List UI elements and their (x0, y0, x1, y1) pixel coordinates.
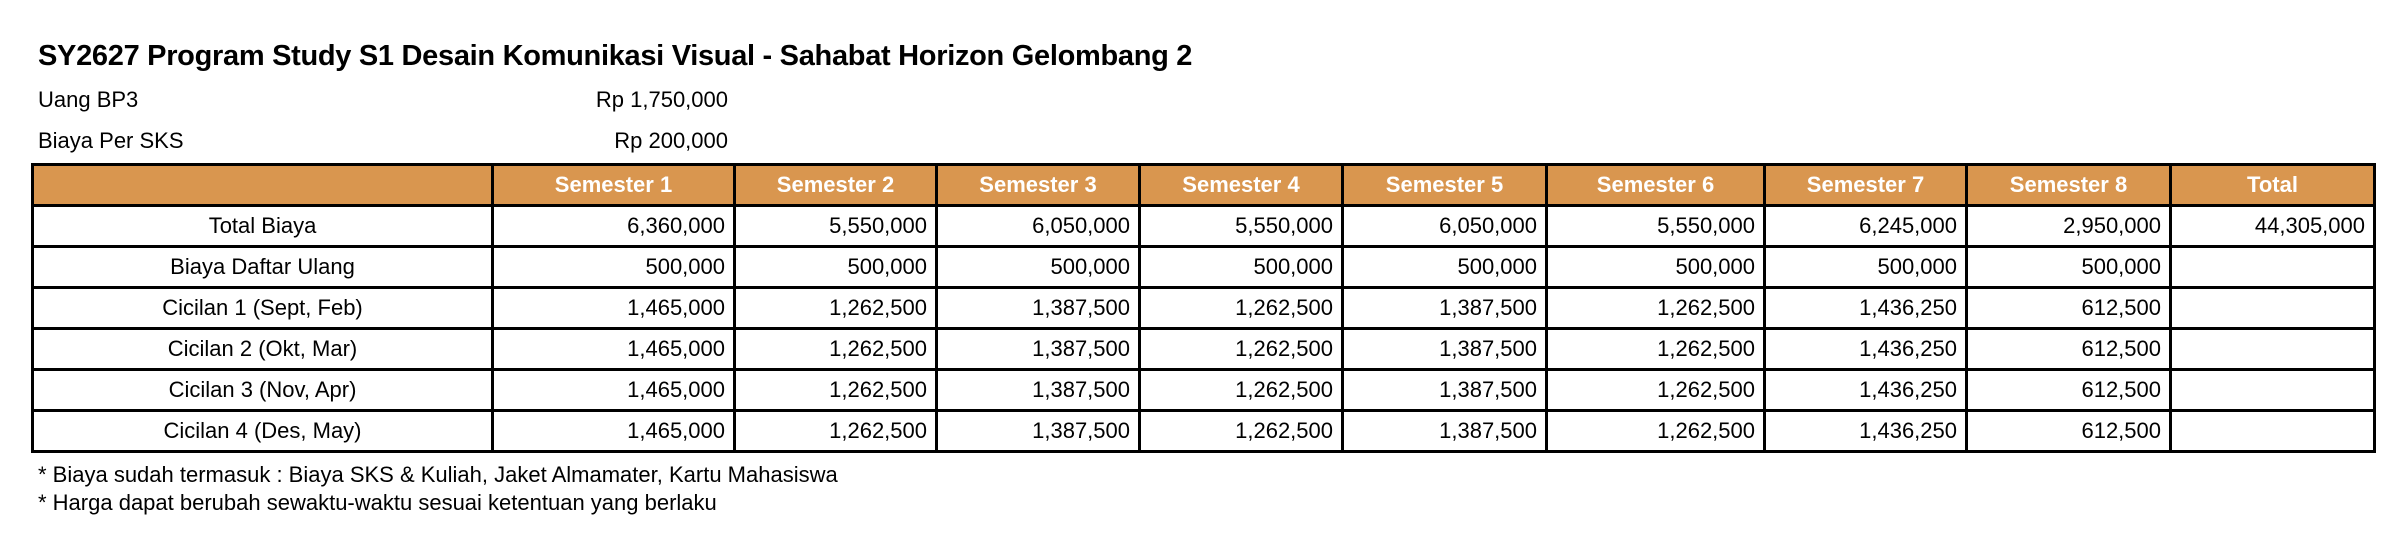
info-value: Rp 1,750,000 (595, 87, 728, 112)
table-cell: 1,387,500 (935, 286, 1141, 330)
table-row: Cicilan 3 (Nov, Apr) 1,465,000 1,262,500 1,… (31, 368, 2376, 412)
table-cell: 1,262,500 (1138, 327, 1344, 371)
info-label: Biaya Per SKS (38, 128, 184, 153)
table-cell: 1,436,250 (1763, 368, 1968, 412)
table-cell: 500,000 (491, 245, 736, 289)
table-cell: 44,305,000 (2169, 204, 2376, 248)
column-header: Semester 8 (1965, 163, 2172, 207)
column-header: Semester 4 (1138, 163, 1344, 207)
table-cell: 1,465,000 (491, 409, 736, 453)
table-cell: 1,262,500 (1545, 327, 1766, 371)
table-cell: 612,500 (1965, 286, 2172, 330)
table-cell: 5,550,000 (1545, 204, 1766, 248)
table-cell: 500,000 (1763, 245, 1968, 289)
table-cell: 1,262,500 (1138, 409, 1344, 453)
table-cell: 5,550,000 (1138, 204, 1344, 248)
table-cell: 1,387,500 (1341, 327, 1548, 371)
table-cell (2169, 409, 2376, 453)
table-cell: 1,262,500 (1545, 409, 1766, 453)
row-label: Total Biaya (31, 204, 494, 248)
table-cell: 1,262,500 (1138, 368, 1344, 412)
fee-table: Semester 1 Semester 2 Semester 3 Semester 4… (31, 163, 2376, 453)
table-cell: 5,550,000 (733, 204, 938, 248)
table-cell: 1,262,500 (733, 409, 938, 453)
table-cell: 500,000 (1545, 245, 1766, 289)
note: * Harga dapat berubah sewaktu-waktu sesu… (38, 490, 717, 515)
table-cell: 1,262,500 (733, 368, 938, 412)
column-header: Semester 5 (1341, 163, 1548, 207)
row-label: Cicilan 4 (Des, May) (31, 409, 494, 453)
info-row-bp3: Uang BP3 Rp 1,750,000 (38, 87, 728, 113)
table-cell: 500,000 (935, 245, 1141, 289)
table-cell: 6,360,000 (491, 204, 736, 248)
info-row-sks: Biaya Per SKS Rp 200,000 (38, 128, 728, 154)
table-cell: 1,465,000 (491, 286, 736, 330)
row-label: Biaya Daftar Ulang (31, 245, 494, 289)
table-cell: 2,950,000 (1965, 204, 2172, 248)
table-cell: 1,387,500 (935, 368, 1141, 412)
table-cell: 500,000 (1138, 245, 1344, 289)
table-row: Cicilan 2 (Okt, Mar) 1,465,000 1,262,500 1,… (31, 327, 2376, 371)
table-cell (2169, 245, 2376, 289)
table-cell: 612,500 (1965, 409, 2172, 453)
table-cell: 1,465,000 (491, 327, 736, 371)
column-header: Semester 1 (491, 163, 736, 207)
note: * Biaya sudah termasuk : Biaya SKS & Kul… (38, 462, 838, 487)
table-cell: 612,500 (1965, 327, 2172, 371)
table-row: Biaya Daftar Ulang 500,000 500,000 500,000 5… (31, 245, 2376, 289)
table-row: Cicilan 1 (Sept, Feb) 1,465,000 1,262,500 1… (31, 286, 2376, 330)
column-header: Semester 7 (1763, 163, 1968, 207)
table-cell: 1,262,500 (733, 327, 938, 371)
table-cell: 500,000 (733, 245, 938, 289)
table-cell: 500,000 (1965, 245, 2172, 289)
table-cell (2169, 286, 2376, 330)
table-cell: 1,465,000 (491, 368, 736, 412)
row-label: Cicilan 1 (Sept, Feb) (31, 286, 494, 330)
table-cell: 1,387,500 (1341, 409, 1548, 453)
table-cell: 1,387,500 (1341, 286, 1548, 330)
table-cell: 612,500 (1965, 368, 2172, 412)
table-cell: 1,387,500 (935, 409, 1141, 453)
table-cell: 1,262,500 (733, 286, 938, 330)
table-cell: 1,436,250 (1763, 409, 1968, 453)
column-header: Total (2169, 163, 2376, 207)
table-header-row: Semester 1 Semester 2 Semester 3 Semester 4… (31, 163, 2376, 207)
table-cell: 1,387,500 (935, 327, 1141, 371)
table-cell: 6,245,000 (1763, 204, 1968, 248)
table-row: Total Biaya 6,360,000 5,550,000 6,050,000 5,… (31, 204, 2376, 248)
table-cell: 1,387,500 (1341, 368, 1548, 412)
table-cell (2169, 368, 2376, 412)
table-cell: 6,050,000 (935, 204, 1141, 248)
table-row: Cicilan 4 (Des, May) 1,465,000 1,262,500 1,… (31, 409, 2376, 453)
row-label: Cicilan 2 (Okt, Mar) (31, 327, 494, 371)
table-cell: 1,262,500 (1138, 286, 1344, 330)
table-cell: 1,436,250 (1763, 327, 1968, 371)
column-header: Semester 2 (733, 163, 938, 207)
table-cell: 1,262,500 (1545, 368, 1766, 412)
info-label: Uang BP3 (38, 87, 139, 112)
column-header-empty (31, 163, 494, 207)
info-value: Rp 200,000 (614, 128, 728, 153)
column-header: Semester 3 (935, 163, 1141, 207)
table-cell: 1,436,250 (1763, 286, 1968, 330)
table-cell (2169, 327, 2376, 371)
page-title: SY2627 Program Study S1 Desain Komunikas… (38, 40, 1193, 72)
row-label: Cicilan 3 (Nov, Apr) (31, 368, 494, 412)
table-cell: 6,050,000 (1341, 204, 1548, 248)
table-cell: 1,262,500 (1545, 286, 1766, 330)
table-cell: 500,000 (1341, 245, 1548, 289)
column-header: Semester 6 (1545, 163, 1766, 207)
